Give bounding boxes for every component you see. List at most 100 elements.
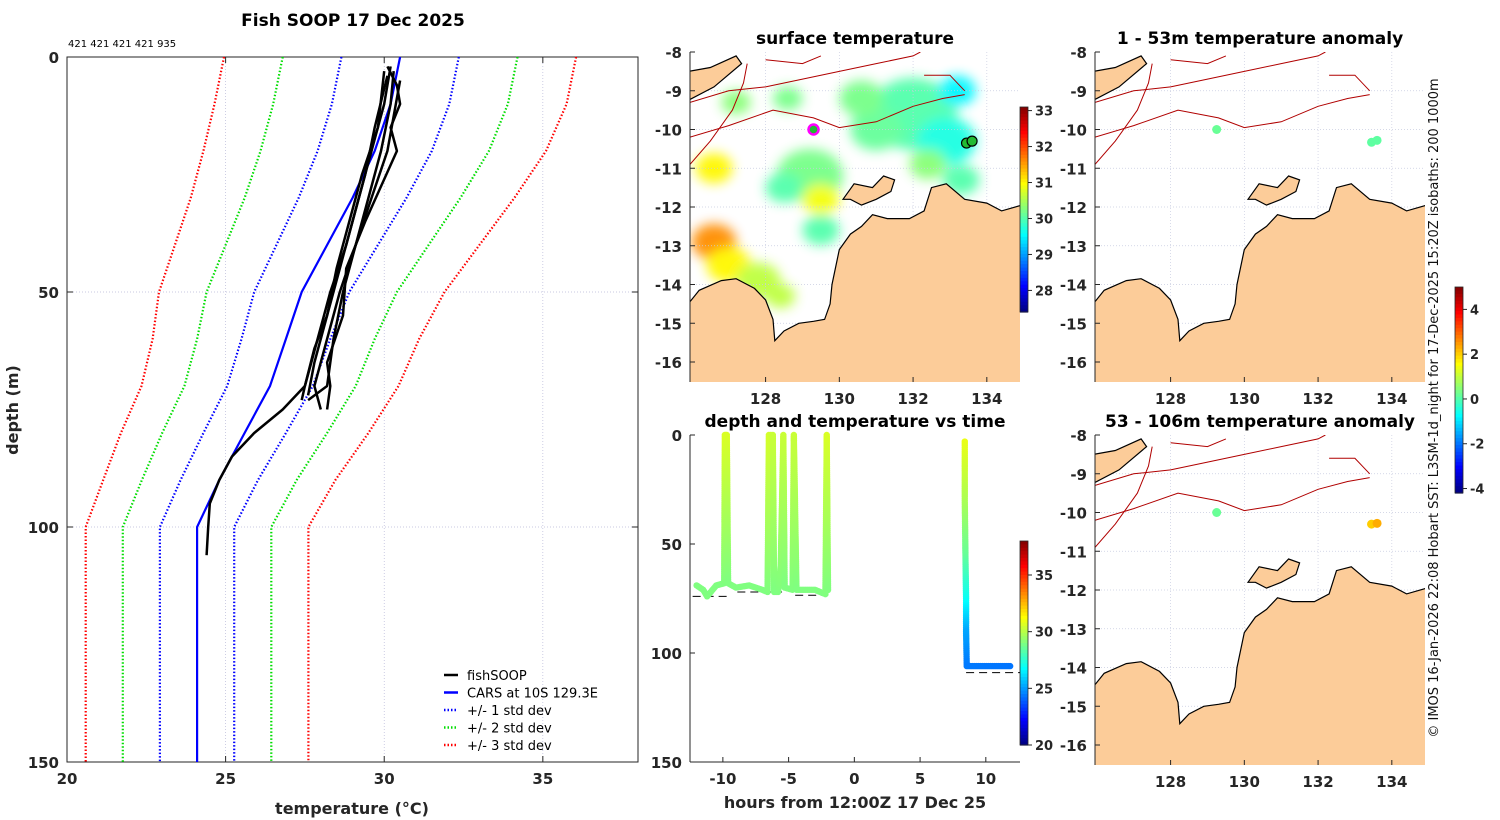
colorbar-segment (1020, 615, 1028, 620)
colorbar-segment (1020, 158, 1028, 163)
isobath-line (1095, 63, 1153, 165)
colorbar-segment (1020, 660, 1028, 664)
colorbar-segment (1020, 717, 1028, 722)
colorbar-segment (1020, 130, 1028, 135)
sst-patch (695, 153, 733, 184)
x-tick-label: -5 (780, 770, 797, 788)
colorbar-segment (1020, 541, 1028, 545)
colorbar-segment (1020, 127, 1028, 132)
legend-label: +/- 2 std dev (467, 722, 552, 737)
colorbar-segment (1020, 694, 1028, 698)
colorbar-segment (1455, 376, 1463, 381)
y-tick-label: 50 (661, 536, 682, 554)
land-island (1246, 175, 1301, 206)
colorbar-segment (1020, 666, 1028, 671)
colorbar-segment (1455, 431, 1463, 436)
legend-label: fishSOOP (467, 669, 527, 684)
x-tick-label: 128 (1155, 773, 1186, 791)
colorbar-segment (1020, 575, 1028, 579)
x-tick-label: 20 (57, 770, 78, 788)
colorbar-segment (1020, 223, 1028, 228)
colorbar-segment (1455, 314, 1463, 319)
y-tick-label: 150 (651, 754, 682, 772)
x-tick-label: 132 (1302, 773, 1333, 791)
colorbar-segment (1455, 434, 1463, 439)
colorbar-segment (1020, 697, 1028, 702)
colorbar-segment (1020, 649, 1028, 654)
isobath-line (1329, 457, 1371, 475)
colorbar-tick-label: 4 (1470, 303, 1479, 318)
colorbar-segment (1020, 564, 1028, 569)
profile-ylabel: depth (m) (3, 365, 22, 455)
y-tick-label: -12 (1060, 199, 1087, 217)
colorbar-segment (1020, 154, 1028, 159)
x-tick-label: 128 (1155, 390, 1186, 408)
colorbar-frame (1019, 540, 1029, 746)
colorbar-segment (1020, 683, 1028, 688)
profile-title: Fish SOOP 17 Dec 2025 (241, 11, 465, 31)
map-anom_53_106: 128 130 132 134 -8 -9 -10 -11 -12 -13 -14 -15 -16 (1060, 427, 1425, 791)
sst-patch (909, 149, 947, 180)
x-tick-label: 30 (374, 770, 395, 788)
colorbar-segment (1455, 400, 1463, 405)
colorbar-segment (1455, 462, 1463, 467)
colorbar-anom_53_106: 4 2 0 -2 -4 (1454, 286, 1484, 498)
colorbar-tick-label: 32 (1035, 141, 1053, 156)
colorbar-segment (1020, 629, 1028, 634)
isobath-line (1095, 435, 1326, 486)
colorbar-segment (1020, 558, 1028, 562)
colorbar-segment (1020, 592, 1028, 596)
colorbar-segment (1020, 294, 1028, 299)
fishsoop-profile-line (306, 75, 389, 396)
isobath-line (1170, 438, 1227, 448)
colorbar-segment (1020, 561, 1028, 566)
colorbar-tick-label: 30 (1035, 626, 1053, 641)
colorbar-sst_map: 28 29 30 31 32 33 (1019, 105, 1053, 313)
colorbar-segment (1020, 605, 1028, 610)
y-tick-label: -16 (655, 354, 682, 372)
colorbar-segment (1455, 341, 1463, 346)
source-note: © IMOS 16-Jan-2026 22:08 Hobart SST: L3S… (1427, 78, 1442, 737)
x-tick-label: 134 (1376, 773, 1407, 791)
y-tick-label: -15 (655, 315, 682, 333)
land-island (841, 175, 896, 206)
map-area (1095, 435, 1425, 765)
anomaly-point (1372, 518, 1382, 528)
colorbar-segment (1020, 257, 1028, 262)
y-tick-label: -16 (1060, 354, 1087, 372)
colorbar-segment (1020, 636, 1028, 641)
land-island (1095, 438, 1148, 484)
profile-annotation: 421 421 421 421 935 (68, 39, 176, 50)
std-3-line (84, 56, 226, 762)
x-tick-label: 5 (915, 770, 925, 788)
colorbar-segment (1455, 393, 1463, 398)
colorbar-segment (1020, 168, 1028, 173)
colorbar-segment (1020, 595, 1028, 600)
x-tick-label: 130 (824, 390, 855, 408)
colorbar-segment (1020, 724, 1028, 729)
sst-patch (765, 172, 803, 203)
colorbar-segment (1020, 226, 1028, 231)
colorbar-segment (1455, 290, 1463, 295)
colorbar-segment (1020, 291, 1028, 296)
x-tick-label: 10 (975, 770, 996, 788)
map-anom_1_53: 128 130 132 134 -8 -9 -10 -11 -12 -13 -14 -15 -16 (1060, 44, 1425, 408)
colorbar-tick-label: -4 (1470, 483, 1484, 498)
isobath-line (690, 94, 965, 138)
profile-axes-frame (66, 56, 639, 763)
y-tick-label: 0 (49, 49, 59, 67)
colorbar-segment (1020, 547, 1028, 552)
colorbar-segment (1455, 321, 1463, 326)
colorbar-segment (1020, 260, 1028, 265)
anom-top-title: 1 - 53m temperature anomaly (1117, 29, 1403, 49)
colorbar-segment (1020, 581, 1028, 586)
colorbar-segment (1455, 403, 1463, 408)
y-tick-label: 50 (38, 284, 59, 302)
std-1-line (158, 56, 343, 762)
std-3-line (307, 56, 578, 762)
colorbar-segment (1020, 240, 1028, 245)
colorbar-segment (1020, 233, 1028, 238)
colorbar-segment (1020, 189, 1028, 194)
colorbar-tick-label: 35 (1035, 569, 1053, 584)
isobath-line (1095, 477, 1370, 521)
